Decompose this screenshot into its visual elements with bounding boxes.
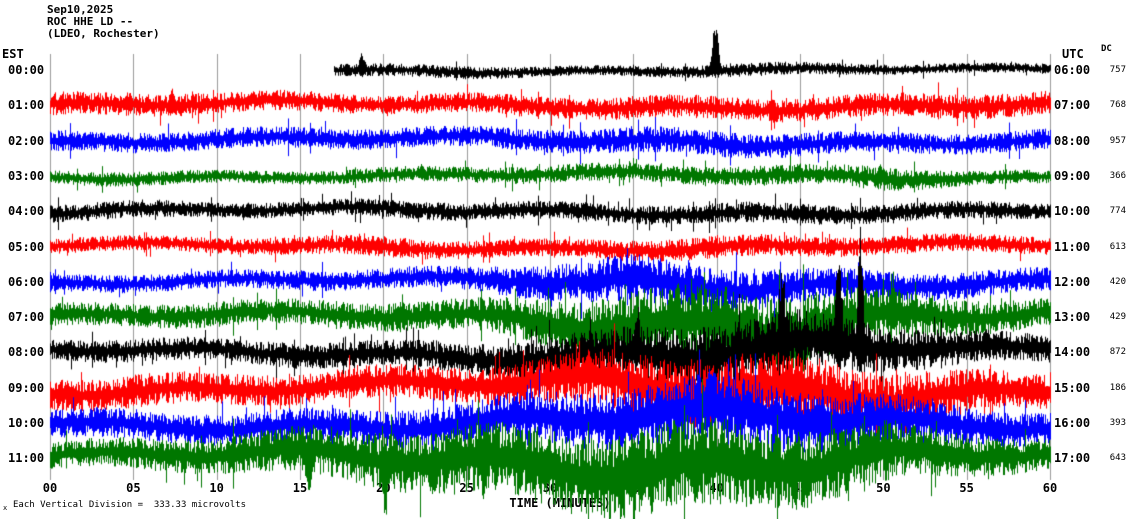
scale-marker: x xyxy=(3,504,8,512)
x-tick-label: 20 xyxy=(376,481,391,495)
x-tick-label: 00 xyxy=(42,481,58,495)
x-tick-label: 55 xyxy=(959,481,974,495)
x-tick-label: 60 xyxy=(1042,481,1058,495)
x-tick-label: 40 xyxy=(709,481,724,495)
x-axis-title: TIME (MINUTES) xyxy=(509,496,611,510)
x-tick-label: 10 xyxy=(209,481,224,495)
x-tick-label: 25 xyxy=(459,481,474,495)
x-tick-label: 35 xyxy=(626,481,641,495)
x-tick-label: 15 xyxy=(292,481,308,495)
scale-note: Each Vertical Division = 333.33 microvol… xyxy=(13,500,246,510)
x-tick-label: 50 xyxy=(876,481,891,495)
x-tick-label: 30 xyxy=(542,481,558,495)
x-tick-label: 45 xyxy=(792,481,808,495)
x-tick-label: 05 xyxy=(126,481,141,495)
